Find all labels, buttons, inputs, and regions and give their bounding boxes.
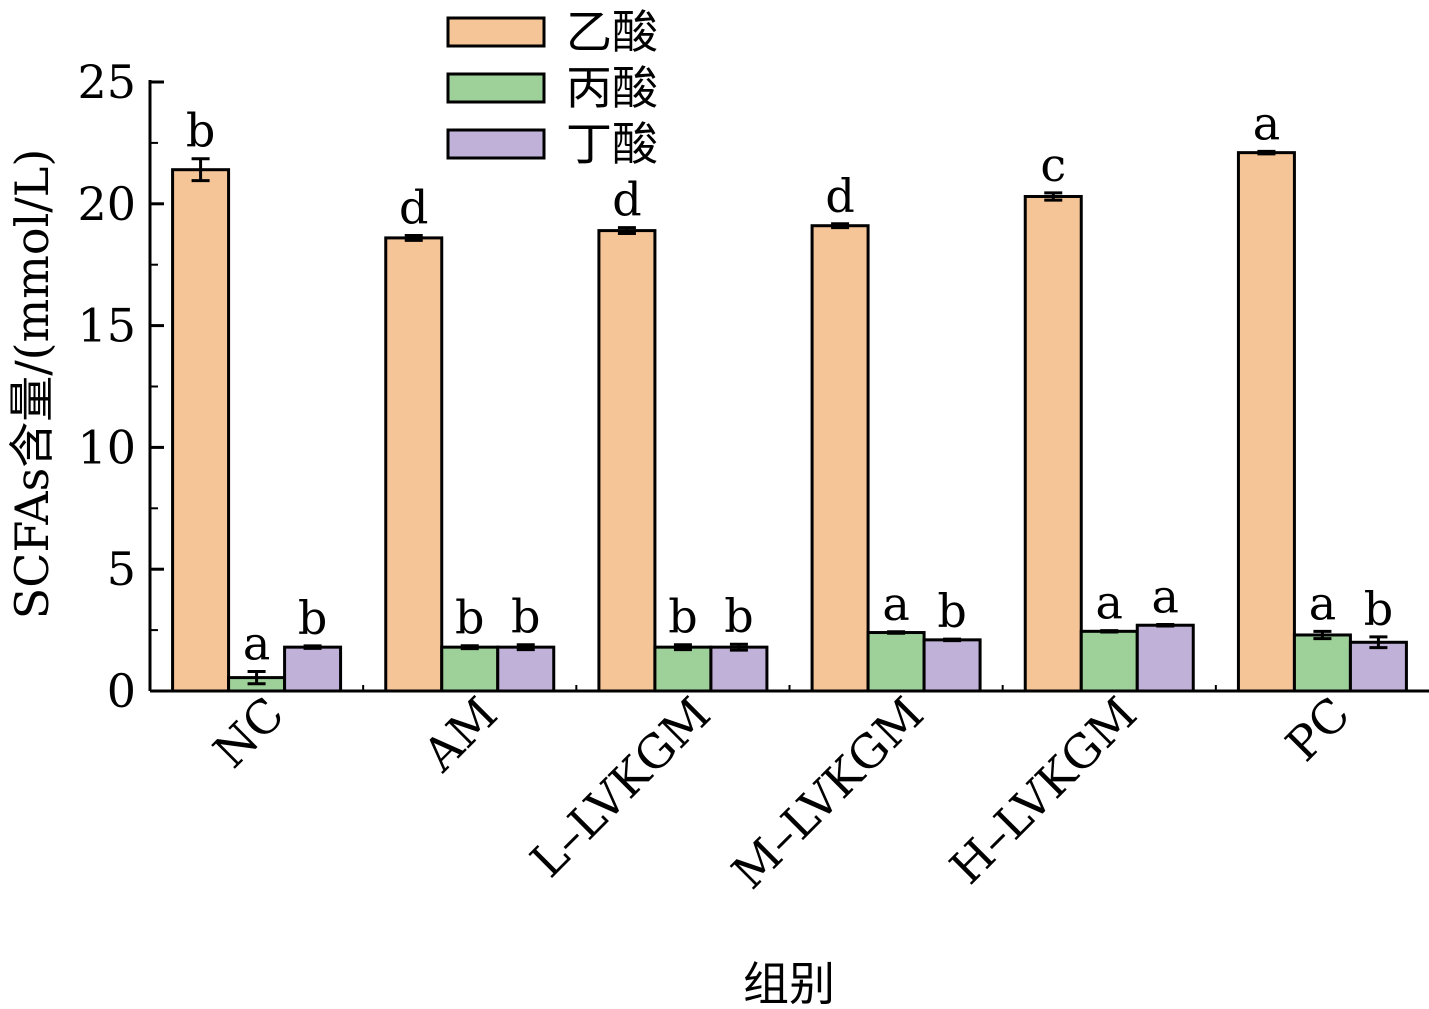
legend-label: 乙酸 [566,5,658,59]
bar-5-0 [1236,151,1296,693]
significance-label: a [1309,576,1336,630]
bar-2-2 [709,645,769,693]
bar-5-1 [1292,633,1352,693]
legend-label: 丙酸 [566,61,658,115]
bar-4-2 [1135,623,1195,693]
legend-label: 丁酸 [566,117,658,171]
significance-label: d [612,173,641,227]
x-axis-label: 组别 [743,957,835,1009]
legend-swatch [446,72,546,104]
y-tick-label: 0 [107,664,136,718]
significance-label: c [1040,138,1066,192]
y-axis-label: SCFAs含量/(mmol/L) [5,149,59,620]
significance-label: d [399,180,428,234]
significance-label: b [1364,582,1393,636]
bar-1-0 [384,236,444,693]
significance-label: b [455,591,484,645]
y-tick-label: 10 [77,420,136,474]
legend-swatch [446,16,546,48]
x-tick-label: M–LVKGM [721,687,934,900]
y-tick-label: 5 [107,542,136,596]
y-tick-label: 25 [77,55,136,109]
bar-4-0 [1023,194,1083,693]
bar-3-2 [922,638,982,693]
bar-1-2 [496,645,556,693]
significance-label: a [1096,576,1123,630]
axes: 0 5 10 15 20 25 NC AM L–LVKGM M–LVKGM H–LVKGM PC [77,55,1429,899]
bar-0-2 [283,645,343,693]
bar-4-1 [1079,629,1139,693]
significance-label: a [1152,569,1179,623]
x-tick-label: AM [412,687,508,783]
x-tick-label: PC [1275,687,1360,772]
significance-label: b [937,584,966,638]
significance-label: a [882,577,909,631]
x-tick-label: H–LVKGM [939,687,1147,895]
bar-3-1 [866,631,926,693]
x-tick-label: L–LVKGM [520,687,721,888]
significance-label: a [243,617,270,671]
x-tick-label: NC [203,687,295,779]
legend-swatch [446,128,546,160]
significance-label: b [298,591,327,645]
significance-label: b [511,590,540,644]
bar-1-1 [440,645,500,693]
bars-layer: ba bdb bdb bda bca aaa b [171,96,1408,693]
significance-label: d [825,169,854,223]
bar-0-0 [171,168,231,693]
significance-label: b [724,589,753,643]
bar-2-0 [597,229,657,693]
significance-label: b [186,104,215,158]
bar-3-0 [810,224,870,693]
significance-label: b [668,590,697,644]
significance-label: a [1253,96,1280,150]
bar-5-2 [1348,640,1408,693]
bar-2-1 [653,645,713,693]
y-tick-label: 15 [77,299,136,353]
y-tick-label: 20 [77,177,136,231]
